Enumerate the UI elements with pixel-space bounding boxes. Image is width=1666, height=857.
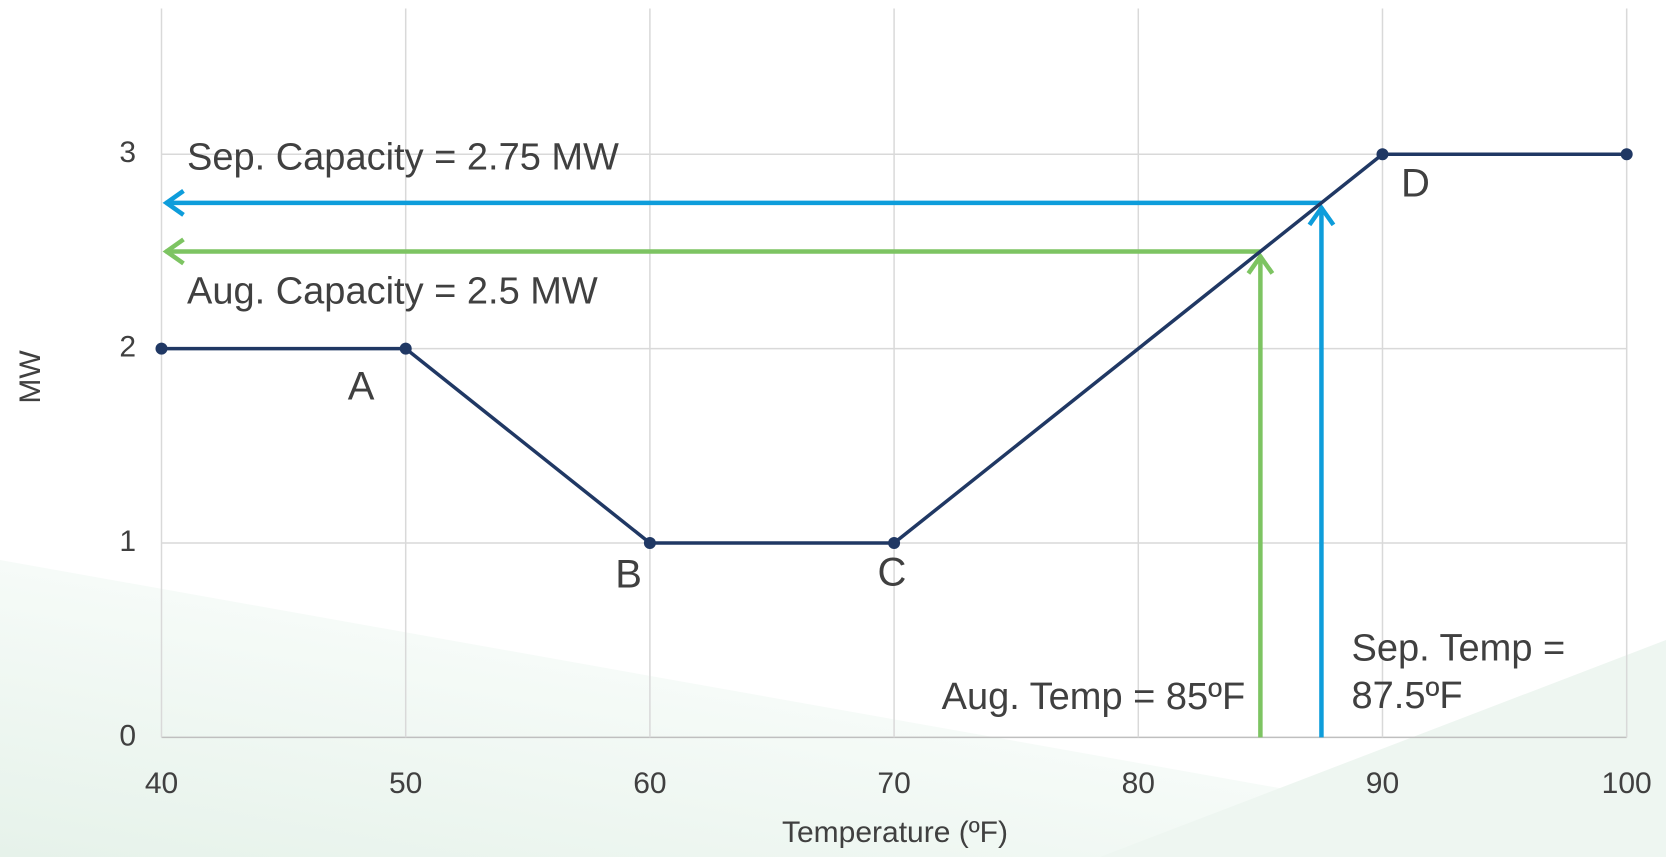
y-axis-label: MW <box>14 350 47 404</box>
annotation: Aug. Temp = 85ºF <box>942 676 1246 718</box>
x-axis-label: Temperature (ºF) <box>782 816 1008 849</box>
arrowhead <box>162 189 185 217</box>
y-tick-label: 1 <box>119 525 136 558</box>
background-shade <box>1100 640 1666 857</box>
arrowhead <box>162 237 185 266</box>
series-line <box>161 152 1627 545</box>
point-label: C <box>878 550 907 594</box>
point-label: D <box>1401 162 1430 206</box>
x-tick-label: 90 <box>1366 767 1399 800</box>
annotation: 87.5ºF <box>1352 675 1463 717</box>
background-shade <box>0 560 1666 857</box>
x-tick-label: 40 <box>145 767 178 800</box>
arrowhead <box>1246 252 1275 275</box>
x-tick-label: 60 <box>633 767 666 800</box>
point <box>643 537 656 550</box>
point <box>399 342 412 355</box>
y-tick-label: 3 <box>119 136 136 169</box>
point <box>155 342 168 355</box>
arrowhead <box>1307 203 1336 227</box>
point-label: B <box>615 553 642 597</box>
annotation: Sep. Capacity = 2.75 MW <box>187 136 619 178</box>
annotation: Aug. Capacity = 2.5 MW <box>187 270 598 312</box>
point <box>888 537 901 550</box>
x-tick-label: 100 <box>1602 767 1652 800</box>
point-label: A <box>348 365 375 409</box>
point <box>1620 148 1633 161</box>
x-tick-label: 80 <box>1122 767 1155 800</box>
y-tick-label: 2 <box>119 331 136 364</box>
x-tick-label: 70 <box>877 767 910 800</box>
y-tick-label: 0 <box>119 719 136 752</box>
point <box>1376 148 1389 161</box>
x-tick-label: 50 <box>389 767 422 800</box>
annotation: Sep. Temp = <box>1352 627 1566 669</box>
